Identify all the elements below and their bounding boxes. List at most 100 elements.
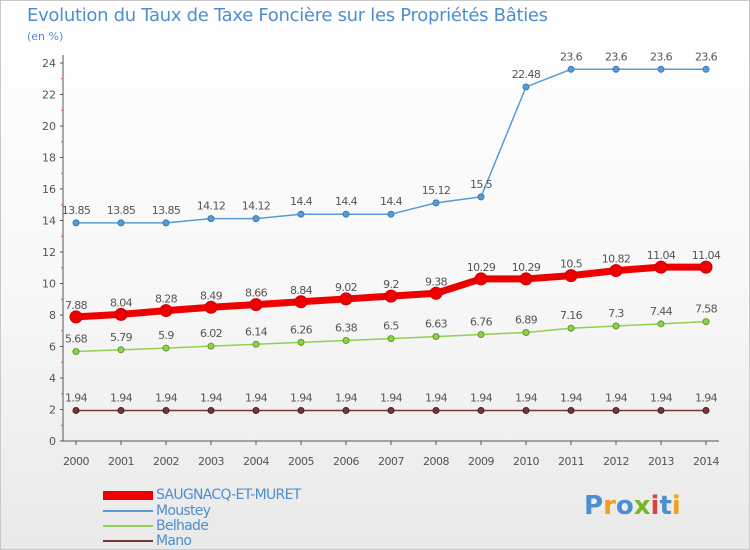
data-point (339, 292, 353, 306)
data-point (297, 406, 305, 414)
data-point (612, 406, 620, 414)
data-point (567, 65, 575, 73)
legend-label-saugnacq: SAUGNACQ-ET-MURET (156, 487, 301, 503)
data-point (249, 298, 263, 312)
y-unit-label: (en %) (27, 30, 64, 43)
legend-swatch-moustey (103, 510, 153, 512)
data-label: 1.94 (605, 391, 628, 404)
data-point (162, 406, 170, 414)
data-label: 10.29 (467, 261, 496, 274)
data-point (519, 272, 533, 286)
data-label: 5.68 (65, 333, 88, 346)
y-tick-label: 10 (42, 278, 56, 291)
x-tick-label: 2004 (243, 455, 269, 468)
data-point (207, 406, 215, 414)
logo-letter: i (650, 491, 660, 521)
data-point (654, 260, 668, 274)
chart-title: Evolution du Taux de Taxe Foncière sur l… (27, 5, 548, 26)
data-point (699, 260, 713, 274)
data-label: 9.02 (335, 281, 357, 294)
data-point (387, 406, 395, 414)
data-label: 8.66 (245, 287, 268, 300)
data-point (609, 264, 623, 278)
y-tick-label: 0 (49, 435, 56, 448)
proxiti-logo: Proxiti (584, 491, 681, 521)
data-point (702, 65, 710, 73)
y-tick-label: 18 (42, 152, 56, 165)
data-point (207, 215, 215, 223)
x-tick-label: 2008 (423, 455, 449, 468)
x-tick-label: 2013 (648, 455, 674, 468)
data-label: 14.12 (242, 200, 271, 213)
data-label: 7.88 (65, 299, 88, 312)
data-point (477, 193, 485, 201)
x-tick-label: 2003 (198, 455, 224, 468)
x-tick-label: 2002 (153, 455, 179, 468)
data-point (294, 295, 308, 309)
series-mano: 1.94 1.94 1.94 1.94 1.94 1.94 1.94 1.94 1.94 1.94… (65, 391, 718, 414)
x-tick-label: 2006 (333, 455, 359, 468)
data-label: 1.94 (245, 391, 268, 404)
data-point (69, 310, 83, 324)
data-label: 1.94 (155, 391, 178, 404)
data-point (162, 219, 170, 227)
data-label: 13.85 (62, 204, 91, 217)
data-point (702, 318, 710, 326)
data-label: 1.94 (200, 391, 223, 404)
y-tick-label: 12 (42, 246, 56, 259)
logo-letter: o (615, 491, 634, 521)
data-point (207, 342, 215, 350)
data-point (117, 346, 125, 354)
data-point (72, 219, 80, 227)
data-point (612, 65, 620, 73)
data-label: 1.94 (425, 391, 448, 404)
data-label: 11.04 (692, 249, 721, 262)
data-point (429, 286, 443, 300)
data-label: 1.94 (695, 391, 718, 404)
x-tick-label: 2010 (513, 455, 539, 468)
data-label: 7.58 (695, 303, 718, 316)
data-label: 5.79 (110, 331, 133, 344)
data-label: 1.94 (65, 391, 88, 404)
y-tick-label: 20 (42, 120, 56, 133)
series-moustey: 13.85 13.85 13.85 14.12 14.12 14.4 14.4 14.4 15.… (62, 50, 718, 227)
data-point (474, 272, 488, 286)
data-point (564, 269, 578, 283)
data-label: 8.04 (110, 296, 133, 309)
data-point (522, 328, 530, 336)
data-point (252, 215, 260, 223)
data-point (342, 337, 350, 345)
data-point (117, 219, 125, 227)
series-belhade: 5.68 5.79 5.9 6.02 6.14 6.26 6.38 6.5 6.63 6.76 6.… (65, 303, 718, 356)
data-point (72, 348, 80, 356)
data-label: 23.6 (695, 50, 718, 63)
data-label: 6.76 (470, 316, 493, 329)
x-tick-label: 2007 (378, 455, 404, 468)
data-label: 6.89 (515, 313, 538, 326)
legend-swatch-belhade (103, 525, 153, 527)
data-label: 1.94 (110, 391, 133, 404)
data-label: 8.28 (155, 293, 178, 306)
data-point (252, 340, 260, 348)
data-label: 6.14 (245, 325, 268, 338)
data-point (384, 289, 398, 303)
data-label: 10.5 (560, 258, 583, 271)
data-label: 7.44 (650, 305, 673, 318)
logo-letter: r (603, 491, 616, 521)
x-tick-label: 2000 (63, 455, 89, 468)
data-label: 6.63 (425, 318, 448, 331)
logo-letter: i (671, 491, 681, 521)
data-label: 9.38 (425, 275, 448, 288)
data-label: 10.29 (512, 261, 541, 274)
data-point (117, 406, 125, 414)
data-label: 6.38 (335, 322, 358, 335)
data-point (159, 304, 173, 318)
data-point (297, 210, 305, 218)
data-point (297, 338, 305, 346)
data-point (114, 307, 128, 321)
data-label: 8.84 (290, 284, 313, 297)
data-label: 23.6 (605, 50, 628, 63)
data-label: 7.16 (560, 309, 583, 322)
data-label: 9.2 (383, 278, 399, 291)
